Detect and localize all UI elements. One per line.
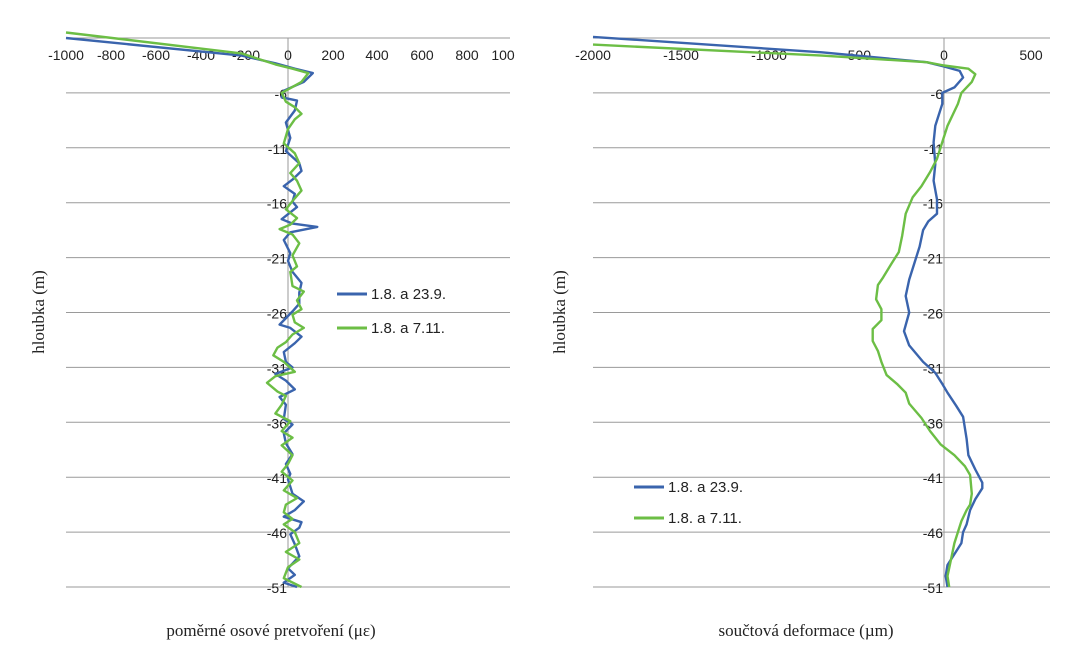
y-tick-label: -51 (923, 580, 943, 596)
y-tick-label: -16 (267, 196, 287, 212)
y-tick-label: -46 (267, 525, 287, 541)
chart-deformation: -2000 -1500 -1000 -500 0 500-6-11-16-21-26-31… (550, 35, 1050, 640)
y-axis-title: hloubka (m) (29, 270, 48, 354)
y-tick-label: -16 (923, 196, 943, 212)
series-line-2 (592, 43, 977, 588)
y-tick-label: -36 (267, 415, 287, 431)
y-tick-label: -11 (268, 141, 287, 157)
y-tick-label: -26 (267, 306, 287, 322)
x-axis-title: součtová deformace (µm) (719, 621, 894, 640)
x-tick-label: -1000 (751, 47, 787, 63)
x-tick-label: 400 (365, 47, 389, 63)
legend-label: 1.8. a 23.9. (668, 479, 743, 496)
series-line-1 (65, 36, 319, 589)
x-tick-label: 200 (321, 47, 345, 63)
series-line-2 (65, 31, 310, 589)
legend-label: 1.8. a 23.9. (371, 286, 446, 303)
chart-strain: -1000 -800 -600 -400 -200 0 200 400 600 800 100-6-… (29, 31, 515, 640)
x-tick-label: -2000 (575, 47, 611, 63)
x-tick-label: 100 (491, 47, 515, 63)
y-tick-label: -6 (931, 86, 944, 102)
x-tick-label: -800 (97, 47, 125, 63)
x-tick-label: -1500 (663, 47, 699, 63)
y-tick-label: -51 (267, 580, 287, 596)
y-axis-title: hloubka (m) (550, 270, 569, 354)
y-tick-label: -26 (923, 306, 943, 322)
x-axis-title: poměrné osové pretvoření (με) (166, 621, 375, 640)
y-tick-label: -46 (923, 525, 943, 541)
x-tick-label: 800 (455, 47, 479, 63)
y-tick-label: -21 (267, 251, 287, 267)
x-tick-label: 600 (410, 47, 434, 63)
legend-label: 1.8. a 7.11. (668, 510, 742, 527)
series-line-1 (592, 35, 984, 588)
x-tick-label: -600 (142, 47, 170, 63)
legend-label: 1.8. a 7.11. (371, 320, 445, 337)
x-tick-label: -1000 (48, 47, 84, 63)
x-tick-label: 500 (1019, 47, 1043, 63)
y-tick-label: -41 (267, 470, 287, 486)
y-tick-label: -41 (923, 470, 943, 486)
y-tick-label: -31 (923, 360, 943, 376)
x-tick-label: 0 (284, 47, 292, 63)
x-tick-label: 0 (940, 47, 948, 63)
y-tick-label: -21 (923, 251, 943, 267)
